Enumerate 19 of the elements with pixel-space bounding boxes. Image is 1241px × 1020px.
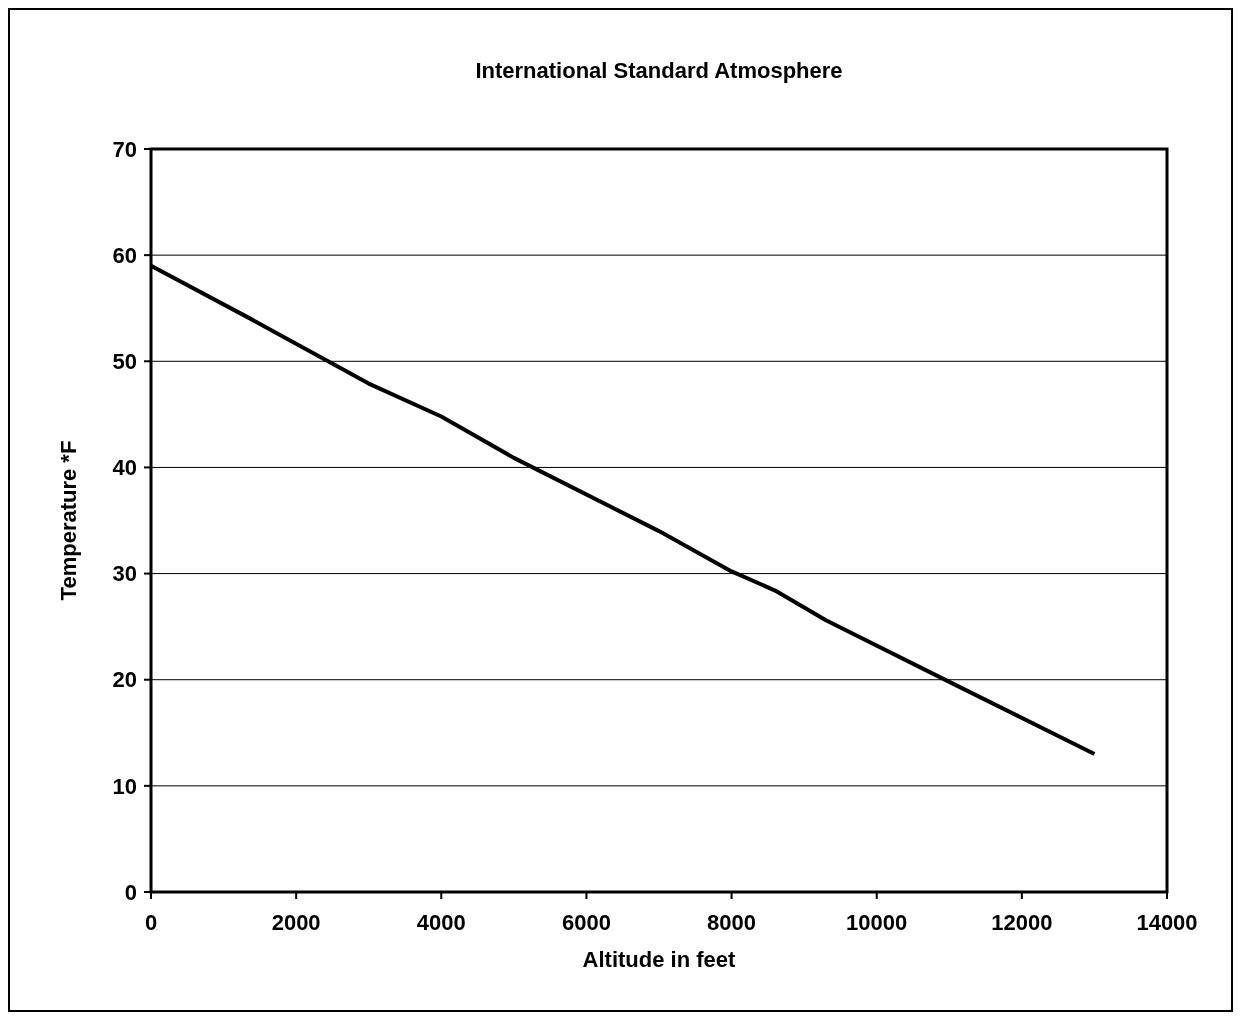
x-tick-label: 4000: [416, 910, 466, 935]
x-tick-label: 8000: [707, 910, 757, 935]
y-tick-label: 60: [112, 242, 137, 268]
x-tick-label: 12000: [991, 910, 1053, 935]
x-tick-label: 2000: [271, 910, 321, 935]
x-tick-label: 14000: [1136, 910, 1198, 935]
y-tick-label: 0: [124, 879, 137, 905]
y-tick-label: 50: [112, 348, 137, 374]
y-tick-label: 10: [112, 773, 137, 799]
y-tick-label: 20: [112, 667, 137, 693]
y-tick-label: 40: [112, 455, 137, 481]
y-tick-label: 30: [112, 561, 137, 587]
x-axis-title: Altitude in feet: [582, 947, 737, 972]
x-tick-label: 6000: [561, 910, 611, 935]
chart-title: International Standard Atmosphere: [475, 58, 843, 83]
y-axis-title: Temperature *F: [56, 440, 81, 601]
x-tick-label: 10000: [846, 910, 908, 935]
y-tick-label: 70: [112, 136, 137, 162]
x-tick-label: 0: [144, 910, 158, 935]
